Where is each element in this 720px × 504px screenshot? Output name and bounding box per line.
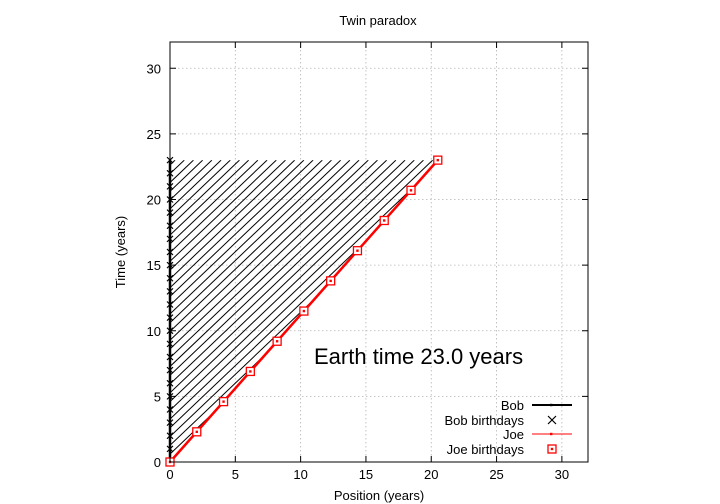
hatch-line <box>170 160 305 462</box>
x-tick-label: 5 <box>232 467 239 482</box>
hatch-line <box>170 160 296 462</box>
hatch-line <box>170 160 250 462</box>
legend-swatch-square <box>547 444 557 454</box>
joe-birthday-marker <box>272 336 282 346</box>
y-tick-label: 10 <box>147 324 161 339</box>
legend-label: Bob <box>501 398 524 413</box>
joe-birthday-marker <box>218 396 229 407</box>
hatch-line <box>170 160 434 462</box>
hatch-line <box>170 160 240 462</box>
y-tick-label: 20 <box>147 193 161 208</box>
hatch-line <box>170 160 286 462</box>
axis-ticks: 0 5 10 15 20 25 30 0 5 10 15 20 25 30 <box>147 42 588 482</box>
hatch-line <box>170 160 351 462</box>
legend-label: Bob birthdays <box>445 413 525 428</box>
hatch-line <box>170 160 378 462</box>
hatch-line <box>170 160 323 462</box>
legend-label: Joe birthdays <box>447 442 525 457</box>
joe-birthday-marker <box>245 366 255 377</box>
joe-birthday-marker <box>192 427 202 437</box>
joe-birthday-marker <box>379 215 389 226</box>
joe-birthday-marker <box>299 306 309 316</box>
joe-birthday-marker <box>326 276 336 286</box>
chart-title: Twin paradox <box>339 13 417 28</box>
hatch-line <box>170 160 360 462</box>
y-axis-title: Time (years) <box>113 216 128 288</box>
x-tick-label: 0 <box>166 467 173 482</box>
y-tick-label: 15 <box>147 258 161 273</box>
hatch-line <box>170 160 438 462</box>
legend-swatch-dot <box>550 432 553 436</box>
earth-time-annotation: Earth time 23.0 years <box>314 344 523 369</box>
grid <box>170 42 588 462</box>
joe-birthday-marker <box>406 185 416 195</box>
x-axis-title: Position (years) <box>334 488 424 503</box>
y-tick-label: 0 <box>154 455 161 470</box>
legend-label: Joe <box>503 427 524 442</box>
hatch-line <box>170 160 406 462</box>
legend-swatch-x <box>547 415 557 425</box>
joe-birthday-marker <box>433 155 443 165</box>
x-tick-label: 20 <box>424 467 438 482</box>
x-tick-label: 15 <box>359 467 373 482</box>
y-tick-label: 30 <box>147 61 161 76</box>
hatch-line <box>170 160 369 462</box>
hatch-line <box>170 160 277 462</box>
hatch-line <box>170 160 332 462</box>
hatch-line <box>170 160 231 462</box>
hatch-line <box>170 160 397 462</box>
joe-birthday-marker <box>352 246 363 256</box>
y-tick-label: 5 <box>154 389 161 404</box>
x-tick-label: 30 <box>555 467 569 482</box>
x-tick-label: 25 <box>489 467 503 482</box>
hatch-line <box>170 160 314 462</box>
hatch-line <box>170 160 268 462</box>
hatch-line <box>170 160 415 462</box>
plot-frame <box>169 41 589 463</box>
hatch-line <box>170 160 388 462</box>
x-tick-label: 10 <box>293 467 307 482</box>
hatch-line <box>170 160 259 462</box>
legend-swatch-dot <box>550 403 553 407</box>
y-tick-label: 25 <box>147 127 161 142</box>
hatch-line <box>170 160 424 462</box>
hatch-line <box>170 160 342 462</box>
